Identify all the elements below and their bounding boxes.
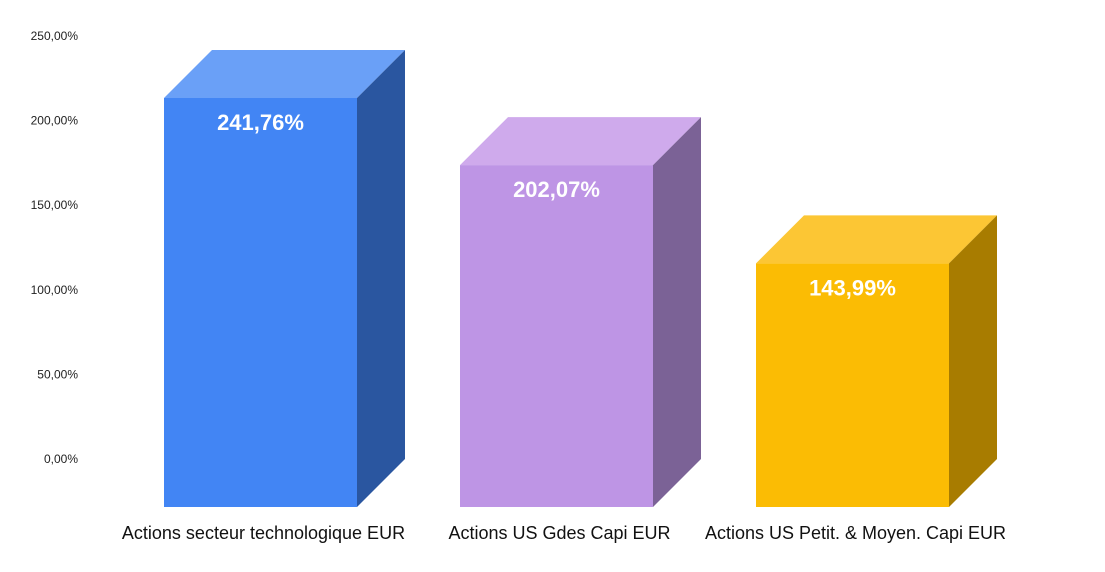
bar-data-label: 202,07% (513, 177, 600, 202)
bar-side-face (357, 49, 405, 508)
bar: 143,99% (756, 215, 997, 507)
bar-front-face (460, 165, 653, 507)
y-tick-label: 200,00% (31, 114, 79, 128)
bar-top-face (164, 49, 405, 98)
bar-data-label: 143,99% (809, 275, 896, 300)
bars: 241,76% 202,07% 143,99% (164, 49, 997, 508)
y-tick-label: 50,00% (37, 367, 78, 381)
bar: 202,07% (460, 117, 701, 507)
bar-front-face (756, 263, 949, 507)
y-tick-label: 0,00% (44, 452, 78, 466)
bar-top-face (756, 215, 997, 264)
y-tick-label: 150,00% (31, 198, 79, 212)
x-category-label: Actions US Petit. & Moyen. Capi EUR (705, 523, 1006, 543)
bar-side-face (653, 117, 701, 507)
y-tick-label: 100,00% (31, 283, 79, 297)
bar: 241,76% (164, 49, 405, 508)
y-tick-label: 250,00% (31, 29, 79, 43)
bar-front-face (164, 97, 357, 507)
x-axis: Actions secteur technologique EUR Actions… (122, 523, 1006, 543)
x-category-label: Actions secteur technologique EUR (122, 523, 405, 543)
x-category-label: Actions US Gdes Capi EUR (448, 523, 670, 543)
y-axis: 0,00% 50,00% 100,00% 150,00% 200,00% 250,00% (31, 29, 79, 466)
bar-side-face (949, 215, 997, 507)
bar-data-label: 241,76% (217, 110, 304, 135)
bar-top-face (460, 117, 701, 166)
